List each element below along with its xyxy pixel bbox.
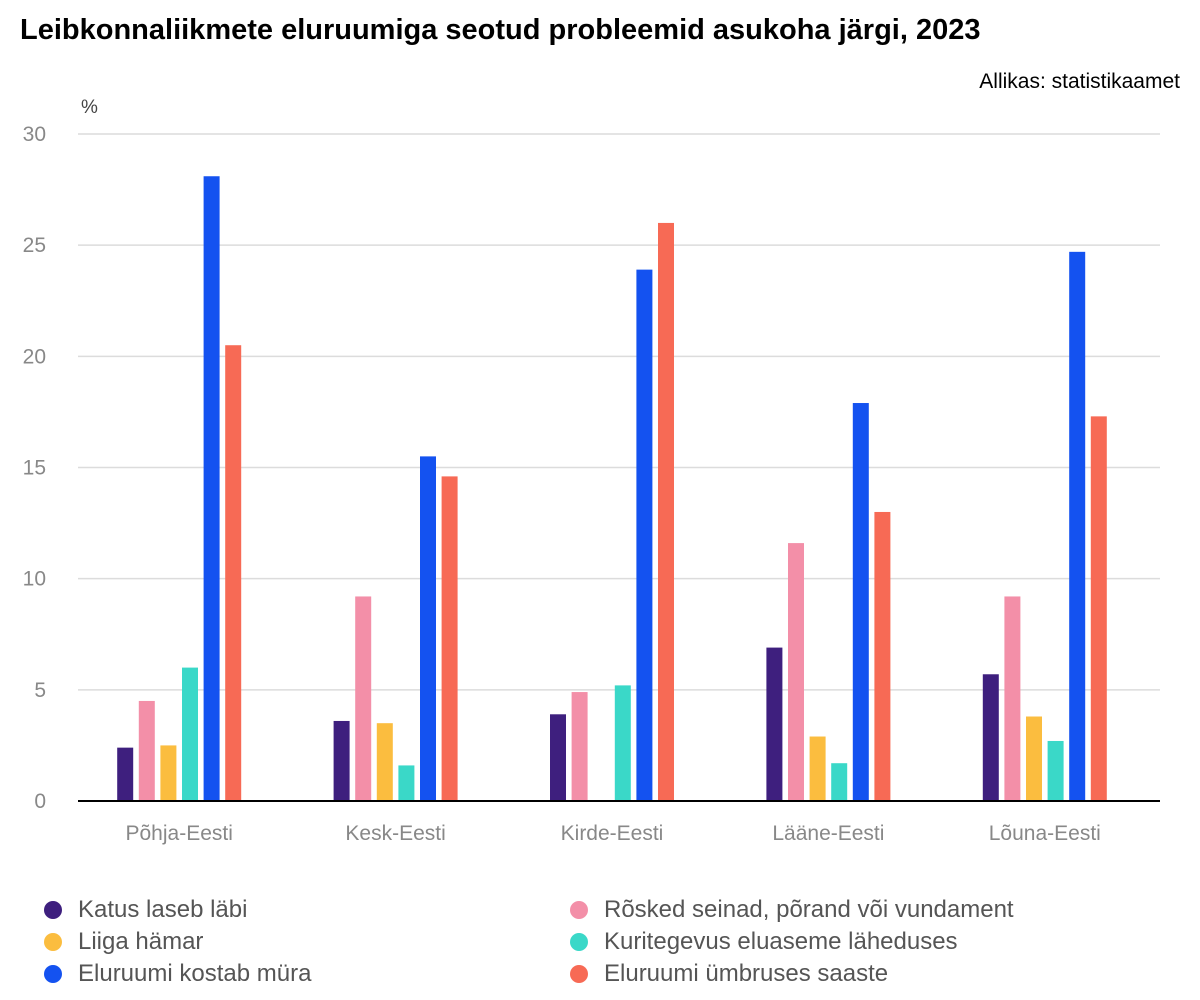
y-tick-label: 0	[34, 790, 46, 813]
x-category-label: Lõuna-Eesti	[989, 822, 1101, 845]
y-tick-label: 20	[23, 345, 46, 368]
legend-swatch	[570, 933, 588, 951]
x-category-label: Kesk-Eesti	[345, 822, 445, 845]
x-axis-categories: Põhja-Eesti Kesk-Eesti Kirde-Eesti Lääne-Ee…	[126, 822, 1101, 845]
bars	[117, 176, 1107, 802]
bar-louna-eesti-kuritegevus-eluaseme-laheduses	[1047, 740, 1064, 801]
y-axis-ticks: 0 5 10 15 20 25 30	[23, 123, 46, 813]
y-tick-label: 25	[23, 234, 46, 257]
y-tick-label: 10	[23, 568, 46, 591]
bar-pohja-eesti-kuritegevus-eluaseme-laheduses	[182, 667, 198, 801]
bar-laane-eesti-rosked-seinad-porand-voi-vundament	[788, 543, 804, 801]
bar-kirde-eesti-kuritegevus-eluaseme-laheduses	[614, 685, 631, 801]
legend-item-kuritegevus-eluaseme-laheduses: Kuritegevus eluaseme läheduses	[570, 928, 958, 956]
legend-label: Kuritegevus eluaseme läheduses	[604, 928, 958, 955]
legend-swatch	[570, 901, 588, 919]
bar-kirde-eesti-rosked-seinad-porand-voi-vundament	[571, 692, 588, 801]
chart-title: Leibkonnaliikmete eluruumiga seotud prob…	[20, 14, 981, 46]
bar-chart: % 0 5 10 15 20 25 30 Põhja-Eesti Kesk-Eesti Kird…	[23, 97, 1160, 845]
legend-item-katus-laseb-labi: Katus laseb läbi	[44, 896, 247, 924]
legend-label: Eluruumi ümbruses saaste	[604, 960, 889, 987]
legend-swatch	[44, 901, 62, 919]
bar-kesk-eesti-eluruumi-kostab-mura	[420, 456, 436, 801]
legend-item-rosked-seinad-porand-voi-vundament: Rõsked seinad, põrand või vundament	[570, 896, 1014, 924]
legend-swatch	[44, 965, 62, 983]
bar-louna-eesti-katus-laseb-labi	[982, 674, 999, 801]
bar-laane-eesti-katus-laseb-labi	[766, 647, 783, 801]
bar-louna-eesti-rosked-seinad-porand-voi-vundament	[1004, 596, 1021, 801]
bar-kesk-eesti-katus-laseb-labi	[333, 720, 350, 801]
chart-source: Allikas: statistikaamet	[979, 70, 1180, 93]
bar-pohja-eesti-rosked-seinad-porand-voi-vundament	[138, 700, 155, 801]
bar-pohja-eesti-eluruumi-umbruses-saaste	[225, 345, 242, 801]
legend-label: Liiga hämar	[78, 928, 204, 955]
legend-item-liiga-hamar: Liiga hämar	[44, 928, 203, 956]
legend-label: Katus laseb läbi	[78, 896, 248, 923]
bar-laane-eesti-liiga-hamar	[809, 736, 826, 801]
legend-item-eluruumi-umbruses-saaste: Eluruumi ümbruses saaste	[570, 960, 888, 988]
bar-kirde-eesti-eluruumi-kostab-mura	[636, 269, 653, 802]
legend-swatch	[44, 933, 62, 951]
bar-pohja-eesti-eluruumi-kostab-mura	[203, 176, 220, 801]
x-category-label: Põhja-Eesti	[126, 822, 233, 845]
bar-kirde-eesti-katus-laseb-labi	[550, 714, 566, 801]
bar-pohja-eesti-liiga-hamar	[160, 745, 177, 801]
bar-kesk-eesti-kuritegevus-eluaseme-laheduses	[398, 765, 415, 801]
bar-louna-eesti-eluruumi-umbruses-saaste	[1090, 416, 1107, 801]
bar-laane-eesti-eluruumi-umbruses-saaste	[874, 511, 891, 801]
legend-label: Eluruumi kostab müra	[78, 960, 312, 987]
y-tick-label: 5	[34, 679, 46, 702]
x-category-label: Kirde-Eesti	[561, 822, 664, 845]
bar-kirde-eesti-eluruumi-umbruses-saaste	[658, 222, 674, 801]
bar-louna-eesti-eluruumi-kostab-mura	[1069, 251, 1086, 801]
bar-kesk-eesti-rosked-seinad-porand-voi-vundament	[355, 596, 372, 801]
y-tick-label: 30	[23, 123, 46, 146]
legend-swatch	[570, 965, 588, 983]
legend-item-eluruumi-kostab-mura: Eluruumi kostab müra	[44, 960, 311, 988]
bar-kesk-eesti-liiga-hamar	[376, 723, 393, 801]
y-axis-unit-label: %	[81, 97, 98, 118]
bar-louna-eesti-liiga-hamar	[1026, 716, 1042, 801]
bar-laane-eesti-eluruumi-kostab-mura	[852, 403, 869, 801]
bar-kesk-eesti-eluruumi-umbruses-saaste	[441, 476, 458, 801]
legend-label: Rõsked seinad, põrand või vundament	[604, 896, 1014, 923]
x-category-label: Lääne-Eesti	[772, 822, 884, 845]
y-tick-label: 15	[23, 457, 46, 480]
bar-pohja-eesti-katus-laseb-labi	[117, 747, 134, 801]
bar-laane-eesti-kuritegevus-eluaseme-laheduses	[831, 763, 848, 801]
